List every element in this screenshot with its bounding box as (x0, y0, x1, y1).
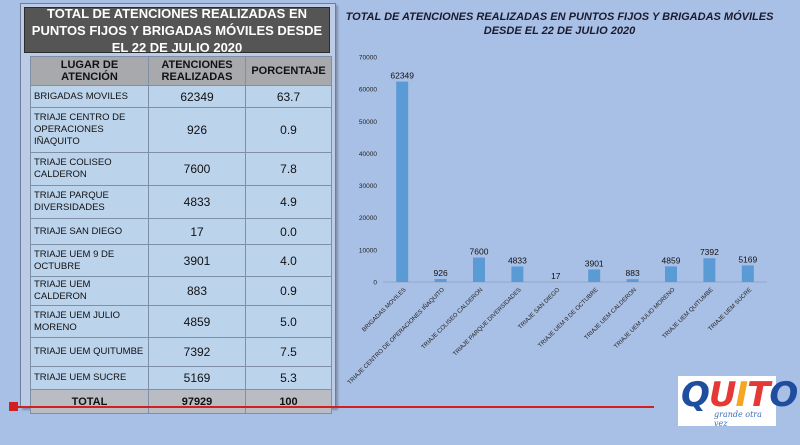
header-attentions: ATENCIONES REALIZADAS (148, 56, 246, 86)
bar-value-label: 17 (551, 271, 561, 281)
x-category-label: BRIGADAS MOVILES (361, 287, 407, 333)
table-row: TRIAJE UEM QUITUMBE 7392 7.5 (30, 337, 332, 367)
y-tick-label: 40000 (359, 151, 377, 158)
attention-table: LUGAR DE ATENCIÓN ATENCIONES REALIZADAS … (30, 56, 332, 414)
location-cell: TRIAJE UEM CALDERON (30, 276, 149, 306)
percentage-cell: 0.9 (245, 107, 332, 153)
location-cell: TRIAJE SAN DIEGO (30, 218, 149, 245)
percentage-cell: 0.9 (245, 276, 332, 306)
bar-value-label: 4859 (662, 255, 681, 265)
bar (703, 258, 716, 282)
red-square-marker (9, 402, 18, 411)
table-row: TRIAJE UEM 9 DE OCTUBRE 3901 4.0 (30, 244, 332, 277)
logo-letter: T (747, 375, 770, 415)
quito-logo: QUITO grande otra vez (678, 376, 798, 428)
attentions-cell: 4859 (148, 305, 246, 338)
total-row: TOTAL 97929 100 (30, 389, 332, 414)
percentage-cell: 4.0 (245, 244, 332, 277)
bar-value-label: 7600 (470, 247, 489, 257)
bar (741, 265, 754, 282)
bar-value-label: 7392 (700, 247, 719, 257)
location-cell: TRIAJE COLISEO CALDERON (30, 152, 149, 186)
bar (434, 279, 447, 282)
y-tick-label: 60000 (359, 87, 377, 94)
x-category-label: TRIAJE UEM SUCRE (708, 287, 753, 332)
bar (473, 257, 485, 282)
x-category-label: TRIAJE UEM JULIO MORENO (613, 287, 676, 350)
logo-letter: U (708, 375, 737, 415)
bar-value-label: 926 (434, 268, 448, 278)
chart-title: TOTAL DE ATENCIONES REALIZADAS EN PUNTOS… (345, 11, 774, 37)
logo-tagline: grande otra vez (714, 410, 762, 428)
y-tick-label: 10000 (359, 247, 377, 254)
table-header-row: LUGAR DE ATENCIÓN ATENCIONES REALIZADAS … (30, 56, 332, 86)
bar-value-label: 4833 (508, 255, 527, 265)
x-category-label: TRIAJE PARQUE DIVERSIDADES (452, 287, 522, 357)
attentions-cell: 17 (148, 218, 246, 245)
table-row: TRIAJE UEM CALDERON 883 0.9 (30, 276, 332, 306)
y-tick-label: 20000 (359, 215, 377, 222)
x-category-label: TRIAJE SAN DIEGO (518, 287, 562, 331)
percentage-cell: 63.7 (245, 85, 332, 108)
percentage-cell: 4.9 (245, 185, 332, 219)
table-body: BRIGADAS MOVILES 62349 63.7 TRIAJE CENTRO D… (30, 85, 332, 414)
attentions-cell: 4833 (148, 185, 246, 219)
y-tick-label: 50000 (359, 119, 377, 126)
total-percentage: 100 (245, 389, 332, 414)
table-row: TRIAJE PARQUE DIVERSIDADES 4833 4.9 (30, 185, 332, 219)
attentions-cell: 926 (148, 107, 246, 153)
attentions-cell: 7392 (148, 337, 246, 367)
x-category-label: TRIAJE COLISEO CALDERON (421, 287, 485, 351)
table-row: TRIAJE SAN DIEGO 17 0.0 (30, 218, 332, 245)
table-row: TRIAJE UEM JULIO MORENO 4859 5.0 (30, 305, 332, 338)
bar (396, 81, 409, 282)
attentions-cell: 7600 (148, 152, 246, 186)
header-location: LUGAR DE ATENCIÓN (30, 56, 149, 86)
table-row: BRIGADAS MOVILES 62349 63.7 (30, 85, 332, 108)
red-divider-line (14, 406, 654, 408)
bar-value-label: 62349 (390, 71, 414, 81)
summary-panel: TOTAL DE ATENCIONES REALIZADAS EN PUNTOS… (20, 3, 336, 414)
location-cell: TRIAJE PARQUE DIVERSIDADES (30, 185, 149, 219)
logo-letter: O (769, 375, 798, 415)
bar-value-label: 883 (626, 268, 640, 278)
total-label: TOTAL (30, 389, 149, 414)
header-percentage: PORCENTAJE (245, 56, 332, 86)
percentage-cell: 7.5 (245, 337, 332, 367)
chart-svg: 0 10000 20000 30000 40000 50000 60000 70000 6234… (346, 55, 767, 386)
attentions-cell: 62349 (148, 85, 246, 108)
location-cell: TRIAJE UEM 9 DE OCTUBRE (30, 244, 149, 277)
location-cell: TRIAJE CENTRO DE OPERACIONES IÑAQUITO (30, 107, 149, 153)
percentage-cell: 0.0 (245, 218, 332, 245)
total-attentions: 97929 (148, 389, 246, 414)
table-title: TOTAL DE ATENCIONES REALIZADAS EN PUNTOS… (24, 6, 330, 55)
y-tick-label: 0 (373, 280, 377, 287)
bar-chart: TOTAL DE ATENCIONES REALIZADAS EN PUNTOS… (337, 4, 782, 402)
bar (588, 269, 601, 282)
y-tick-label: 30000 (359, 183, 377, 190)
percentage-cell: 5.3 (245, 366, 332, 390)
bar-value-label: 5169 (738, 254, 757, 264)
attentions-cell: 5169 (148, 366, 246, 390)
table-row: TRIAJE COLISEO CALDERON 7600 7.8 (30, 152, 332, 186)
bar (511, 266, 524, 282)
y-tick-label: 70000 (359, 55, 377, 62)
logo-letter: Q (681, 375, 710, 415)
bar (626, 279, 639, 282)
location-cell: BRIGADAS MOVILES (30, 85, 149, 108)
attentions-cell: 883 (148, 276, 246, 306)
attentions-cell: 3901 (148, 244, 246, 277)
logo-wordmark: QUITO (681, 375, 798, 415)
logo-letter: I (735, 375, 749, 415)
table-row: TRIAJE UEM SUCRE 5169 5.3 (30, 366, 332, 390)
bar-value-label: 3901 (585, 258, 604, 268)
table-row: TRIAJE CENTRO DE OPERACIONES IÑAQUITO 926… (30, 107, 332, 153)
percentage-cell: 7.8 (245, 152, 332, 186)
percentage-cell: 5.0 (245, 305, 332, 338)
location-cell: TRIAJE UEM QUITUMBE (30, 337, 149, 367)
bar (665, 266, 677, 282)
location-cell: TRIAJE UEM JULIO MORENO (30, 305, 149, 338)
location-cell: TRIAJE UEM SUCRE (30, 366, 149, 390)
